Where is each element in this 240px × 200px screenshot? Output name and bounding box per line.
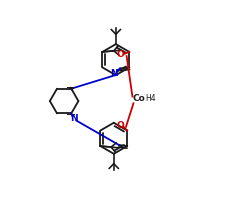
Text: N: N xyxy=(71,114,78,123)
Text: Co: Co xyxy=(132,94,145,103)
Text: O: O xyxy=(117,50,124,59)
Text: H4: H4 xyxy=(145,94,156,103)
Text: N: N xyxy=(110,69,118,78)
Text: O: O xyxy=(116,121,124,130)
